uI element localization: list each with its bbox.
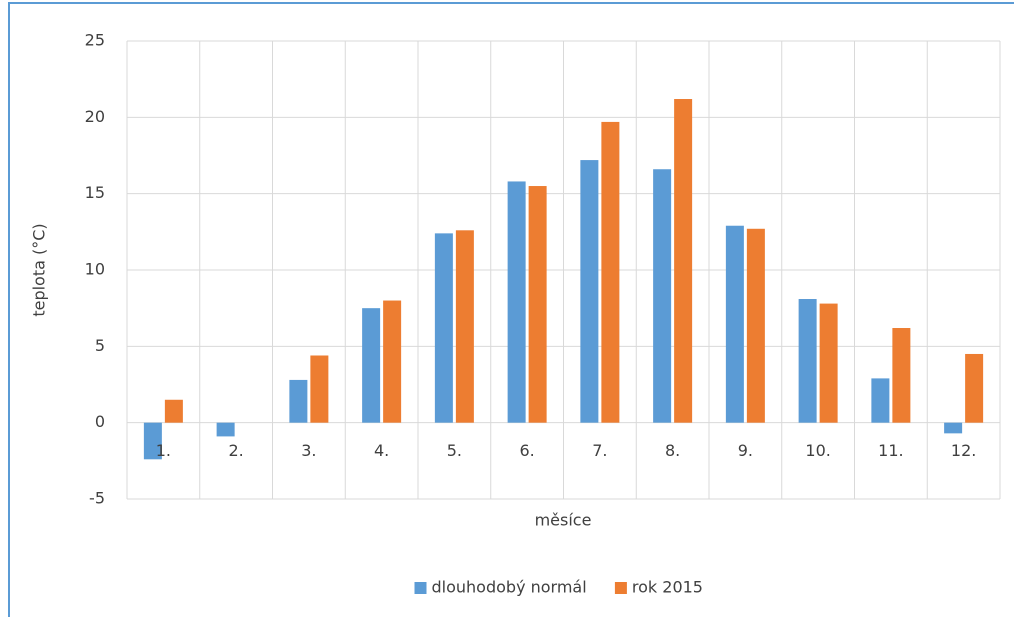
bar (455, 230, 474, 423)
bar (310, 355, 329, 423)
y-tick-label: 15 (85, 183, 105, 202)
x-tick-label: 1. (156, 441, 171, 460)
x-tick-label: 5. (447, 441, 462, 460)
x-tick-label: 3. (301, 441, 316, 460)
legend-swatch (414, 582, 427, 594)
y-tick-label: 5 (95, 336, 105, 355)
x-tick-label: 8. (665, 441, 680, 460)
y-tick-label: 0 (95, 412, 105, 431)
x-axis-title: měsíce (535, 511, 592, 530)
x-tick-label: 4. (374, 441, 389, 460)
x-tick-label: 7. (592, 441, 607, 460)
bar (528, 186, 547, 423)
bar (383, 300, 402, 423)
bar (580, 160, 599, 423)
bar (289, 379, 308, 423)
bar (871, 378, 890, 423)
bar (164, 399, 183, 423)
y-tick-label: 10 (85, 260, 105, 279)
bar (798, 299, 817, 423)
bar (944, 422, 963, 434)
y-axis-title: teplota (°C) (30, 223, 49, 316)
x-tick-label: 10. (805, 441, 830, 460)
bar (216, 422, 235, 437)
x-tick-label: 12. (951, 441, 976, 460)
x-tick-label: 11. (878, 441, 903, 460)
bar (601, 121, 620, 423)
bar (746, 228, 765, 423)
legend-swatch (614, 582, 627, 594)
legend-label: rok 2015 (632, 578, 703, 597)
x-tick-label: 6. (519, 441, 534, 460)
bar (143, 422, 162, 460)
legend-label: dlouhodobý normál (432, 578, 587, 597)
bar (819, 303, 838, 423)
bar (674, 99, 693, 423)
y-tick-label: 20 (85, 107, 105, 126)
bar (892, 328, 911, 423)
x-tick-label: 2. (228, 441, 243, 460)
bar (725, 225, 744, 423)
x-tick-label: 9. (738, 441, 753, 460)
bar (965, 353, 984, 423)
bar (434, 233, 453, 423)
bar (653, 169, 672, 423)
y-tick-label: -5 (89, 489, 105, 508)
y-tick-label: 25 (85, 31, 105, 50)
bar (507, 181, 526, 423)
bar (362, 308, 381, 423)
